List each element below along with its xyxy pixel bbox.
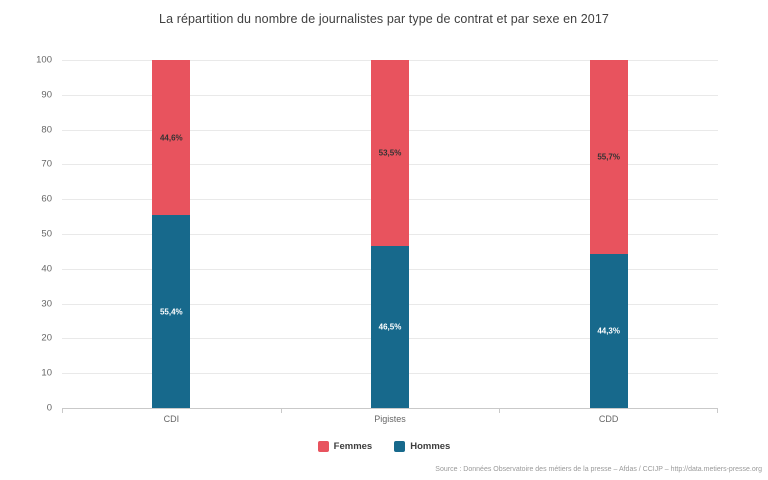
x-axis-line — [62, 408, 718, 409]
bar-segment-hommes-cdd[interactable]: 44,3% — [589, 253, 628, 408]
x-axis-category-label: CDD — [598, 414, 619, 424]
bar-segment-femmes-cdd[interactable]: 55,7% — [589, 60, 628, 254]
bar-segment-femmes-cdi[interactable]: 44,6% — [152, 60, 191, 216]
bar-value-label: 44,6% — [159, 133, 183, 143]
plot-area: 0 10 20 30 40 50 60 70 80 90 100 55,4% 44,6% 46,5% 53,… — [36, 55, 718, 414]
x-axis-boundary-tick — [280, 408, 282, 413]
x-axis-boundary-tick — [62, 408, 63, 413]
bar-value-label: 44,3% — [597, 326, 620, 336]
legend: Femmes Hommes — [0, 441, 768, 452]
y-axis-tick-label: 0 — [46, 402, 52, 414]
chart-title: La répartition du nombre de journalistes… — [159, 12, 609, 26]
legend-item-femmes[interactable]: Femmes — [317, 441, 373, 452]
bar-segment-femmes-pigistes[interactable]: 53,5% — [371, 60, 409, 247]
legend-swatch-femmes — [317, 441, 329, 452]
y-axis-tick-label: 70 — [41, 158, 52, 170]
y-axis-tick-label: 60 — [41, 193, 52, 205]
bar-value-label: 55,4% — [159, 307, 183, 317]
source-credit: Source : Données Observatoire des métier… — [435, 466, 762, 473]
y-axis-tick-label: 100 — [36, 54, 52, 66]
bar-segment-hommes-pigistes[interactable]: 46,5% — [371, 246, 409, 408]
legend-label: Femmes — [333, 441, 373, 452]
y-axis-tick-label: 20 — [41, 332, 52, 344]
bar-segment-hommes-cdi[interactable]: 55,4% — [152, 215, 191, 408]
x-axis-category-labels: CDI Pigistes CDD — [62, 414, 718, 428]
legend-swatch-hommes — [394, 441, 406, 452]
y-axis-tick-label: 30 — [41, 298, 52, 310]
legend-item-hommes[interactable]: Hommes — [394, 441, 450, 452]
y-axis-tick-label: 10 — [41, 367, 52, 379]
bar-value-label: 55,7% — [597, 152, 620, 162]
y-axis-tick-label: 80 — [41, 124, 52, 136]
y-axis-tick-label: 40 — [41, 263, 52, 275]
x-axis-boundary-tick — [717, 408, 718, 413]
x-axis-category-label: Pigistes — [374, 414, 406, 424]
bar-value-label: 53,5% — [378, 148, 402, 158]
bar-value-label: 46,5% — [378, 322, 402, 332]
x-axis-category-label: CDI — [163, 414, 180, 424]
y-axis-tick-label: 50 — [41, 228, 52, 240]
x-axis-boundary-tick — [499, 408, 501, 413]
legend-label: Hommes — [410, 441, 451, 452]
y-axis-tick-label: 90 — [41, 89, 52, 101]
